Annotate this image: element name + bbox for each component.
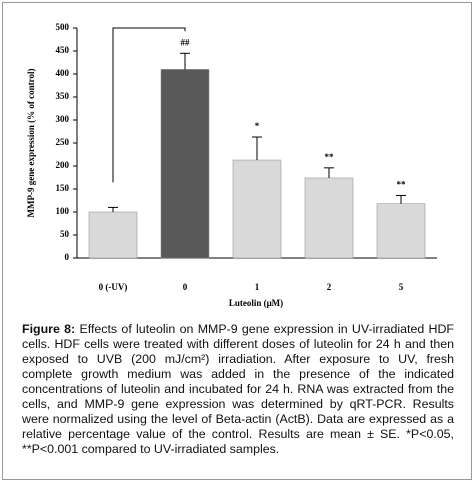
caption: Figure 8: Effects of luteolin on MMP-9 g…: [22, 322, 454, 457]
x-tick-label: 1: [255, 282, 260, 292]
x-tick-label: 0: [183, 282, 188, 292]
y-tick-label: 150: [56, 183, 70, 193]
bar: [232, 159, 282, 259]
bar: [160, 69, 210, 259]
bar: [304, 177, 354, 259]
significance-label: ##: [181, 37, 191, 47]
y-tick-label: 200: [56, 160, 70, 170]
y-tick-label: 450: [56, 45, 70, 55]
caption-text: Effects of luteolin on MMP-9 gene expres…: [22, 322, 454, 456]
caption-label: Figure 8:: [22, 322, 76, 336]
significance-label: *: [255, 121, 260, 131]
y-tick-label: 250: [56, 137, 70, 147]
x-axis-label: Luteolin (μM): [229, 298, 283, 308]
bar: [376, 203, 426, 259]
y-tick-label: 400: [56, 68, 70, 78]
y-tick-label: 50: [60, 229, 70, 239]
y-tick-label: 100: [56, 206, 70, 216]
y-tick-label: 350: [56, 91, 70, 101]
x-tick-label: 5: [399, 282, 404, 292]
y-tick-label: 500: [56, 22, 70, 32]
comparison-bracket: [112, 27, 186, 183]
x-tick-label: 2: [327, 282, 332, 292]
x-tick-label: 0 (-UV): [99, 282, 128, 292]
y-axis-label: MMP-9 gene expression (% of control): [26, 69, 36, 218]
significance-label: **: [397, 180, 407, 190]
bar: [88, 211, 138, 259]
y-tick-label: 0: [65, 252, 70, 262]
chart: Luteolin (μM) MMP-9 gene expression (% o…: [26, 22, 437, 308]
y-tick-label: 300: [56, 114, 70, 124]
significance-label: **: [325, 152, 335, 162]
